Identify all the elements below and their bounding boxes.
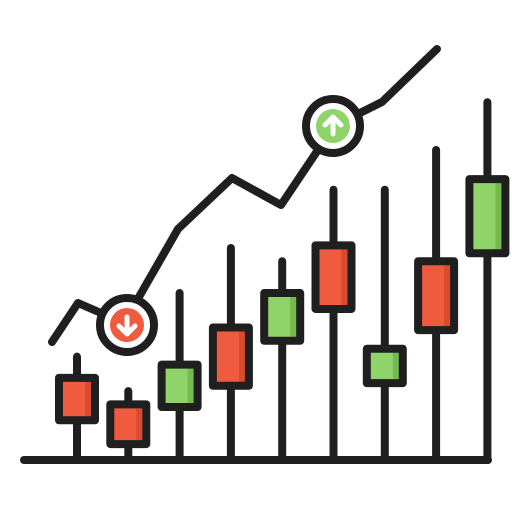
candle-3-body-outline — [157, 360, 202, 412]
candle-5 — [260, 257, 305, 464]
candle-2-body-shade — [136, 404, 147, 445]
arrow-head — [116, 323, 138, 337]
candle-3-body-shade — [187, 364, 198, 407]
candle-1-body-outline — [55, 373, 99, 425]
candle-7-body-shade — [392, 348, 403, 384]
trend-line — [48, 45, 441, 346]
candle-8-body-outline — [414, 257, 459, 335]
candle-2-body-outline — [106, 400, 151, 449]
candle-8-body-shade — [444, 261, 455, 331]
candle-6 — [311, 185, 356, 464]
candle-4-body-shade — [238, 327, 249, 386]
arrow-down-icon — [116, 314, 138, 337]
candle-6-body-outline — [311, 241, 356, 313]
arrow-head — [322, 114, 344, 128]
candle-5-body-shade — [290, 293, 301, 341]
candle-9-body-outline — [465, 175, 510, 258]
candle-7 — [362, 185, 407, 464]
candle-7-body-outline — [362, 344, 407, 388]
down-arrow-badge — [96, 294, 158, 356]
candle-8 — [414, 145, 459, 464]
candle-4 — [208, 244, 253, 464]
candle-9 — [465, 98, 510, 464]
candle-4-body-outline — [208, 323, 253, 390]
candle-9-body-shade — [495, 179, 506, 254]
arrow-up-icon — [322, 114, 344, 137]
candle-3 — [157, 289, 202, 464]
candle-1 — [55, 352, 99, 464]
candle-5-body-outline — [260, 289, 305, 345]
up-arrow-badge — [302, 95, 364, 157]
candles-group — [55, 98, 510, 464]
candle-1-body-shade — [85, 377, 95, 421]
candle-2 — [106, 387, 151, 464]
candle-6-body-shade — [341, 245, 352, 309]
badges-group — [96, 95, 364, 356]
